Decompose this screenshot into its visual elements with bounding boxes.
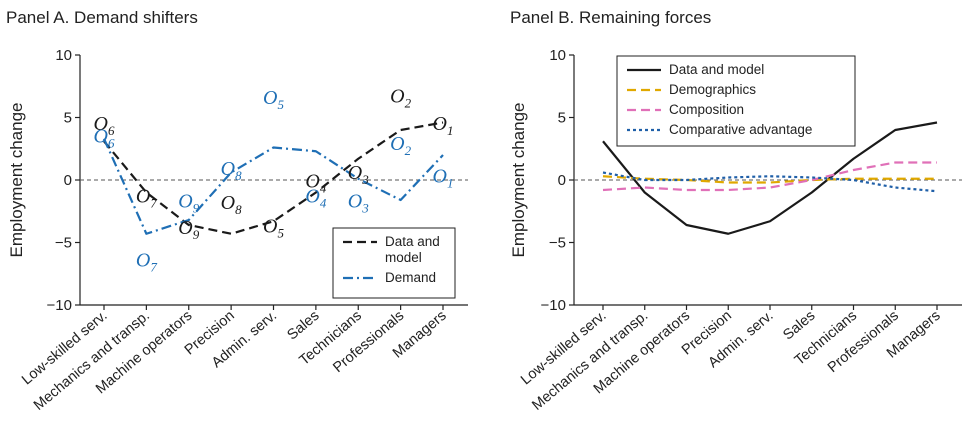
panel-a-title: Panel A. Demand shifters <box>6 8 198 27</box>
panel-b-y-axis-label: Employment change <box>509 103 528 258</box>
panel-b-y-tick-label: 5 <box>558 110 566 127</box>
panel-a-point-label: O8 <box>221 192 242 217</box>
panel-a-point-label: O8 <box>221 158 242 183</box>
panel-a-x-tick-label: Sales <box>284 308 322 344</box>
panel-a-point-label: O9 <box>178 217 199 242</box>
panel-a-point-label: O2 <box>390 86 411 111</box>
panel-a-point-label: O1 <box>433 113 454 138</box>
panel-b-series-data-and-model <box>602 121 938 235</box>
panel-a-point-label: O5 <box>263 87 284 112</box>
panel-b-y-tick-label: 0 <box>558 172 566 189</box>
panel-a-y-tick-label: 10 <box>55 47 72 64</box>
panel-b-legend: Data and model Demographics Composition Com… <box>616 55 856 147</box>
panel-b-legend-label: Demographics <box>669 82 756 97</box>
panel-a-point-label: O3 <box>348 191 369 216</box>
panel-b-series-comparative-advantage <box>602 171 938 193</box>
panel-b-legend-label: Data and model <box>669 62 764 77</box>
panel-a-point-label: O7 <box>136 186 157 211</box>
panel-a-point-label: O7 <box>136 249 157 274</box>
panel-a-y-tick-label: 0 <box>64 172 72 189</box>
panel-b-y-tick-label: −5 <box>549 235 566 252</box>
panel-a-legend-label: Data and model <box>385 234 440 265</box>
panel-a-point-label: O5 <box>263 216 284 241</box>
panel-a-y-tick-label: −5 <box>55 235 72 252</box>
panel-a-series-demand <box>102 138 444 235</box>
panel-a-legend: Data and model Demand <box>332 227 456 299</box>
panel-a-y-tick-label: 5 <box>64 110 72 127</box>
panel-a-point-label: O3 <box>348 162 369 187</box>
panel-b-series-composition <box>602 161 937 192</box>
panel-a-legend-box <box>332 227 456 299</box>
panel-a-point-label: O2 <box>390 133 411 158</box>
panel-b-legend-label: Composition <box>669 102 744 117</box>
panel-a-y-axis-label: Employment change <box>7 103 26 258</box>
panel-a-legend-label: Demand <box>385 270 436 285</box>
panel-a-point-label: O1 <box>433 166 454 191</box>
panel-b-y-tick-label: 10 <box>549 47 566 64</box>
panel-b-y-tick-label: −10 <box>541 297 566 314</box>
panel-b-title: Panel B. Remaining forces <box>510 8 712 27</box>
panel-a-series-data-and-model <box>103 121 444 235</box>
panel-a-point-label: O9 <box>178 191 199 216</box>
panel-a-y-tick-label: −10 <box>47 297 72 314</box>
panel-b-legend-label: Comparative advantage <box>669 122 812 137</box>
